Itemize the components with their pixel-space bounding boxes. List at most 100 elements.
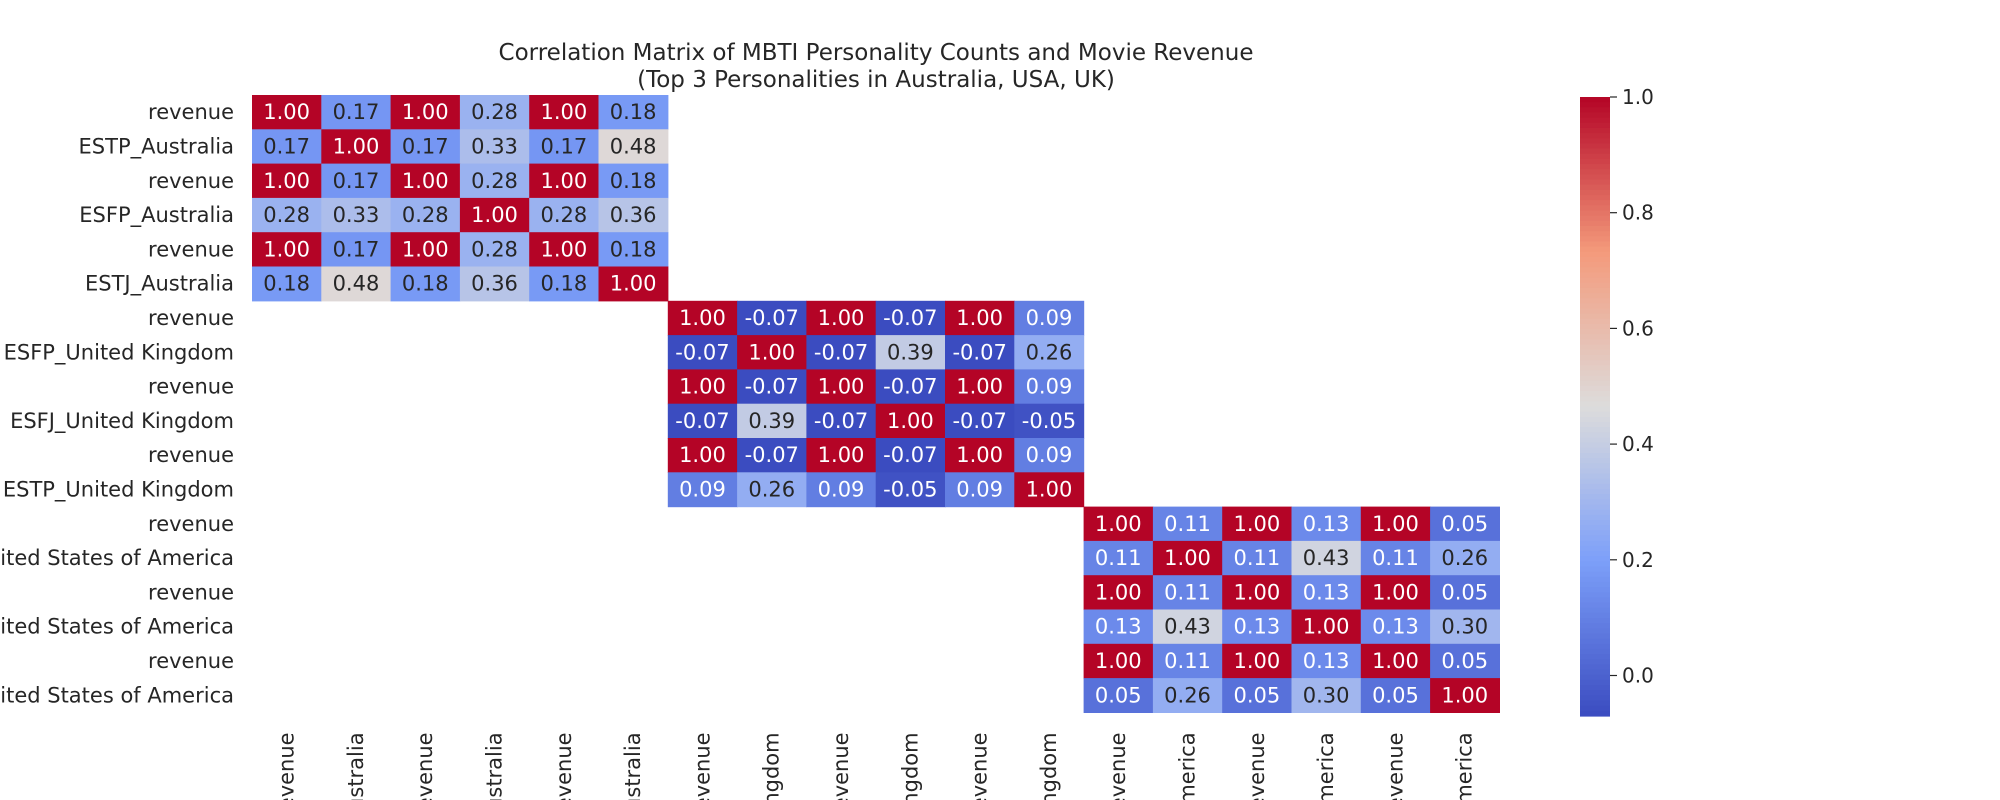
colorbar-tick-label: 0.2 — [1622, 548, 1654, 572]
colorbar-segment — [1580, 143, 1610, 150]
heatmap-cell — [806, 438, 877, 473]
heatmap-cell — [252, 197, 322, 233]
cell-value-label: 1.00 — [1303, 615, 1350, 639]
heatmap-cell — [598, 95, 669, 130]
heatmap-cell — [667, 335, 738, 370]
column-tick-label: evenue — [1245, 732, 1269, 800]
cell-value-label: 1.00 — [540, 100, 587, 124]
colorbar-segment — [1580, 210, 1610, 217]
colorbar-segment — [1580, 478, 1610, 485]
cell-value-label: 1.00 — [1095, 512, 1142, 536]
heatmap-cell — [1222, 678, 1293, 713]
colorbar-tick-label: 0.8 — [1622, 201, 1654, 225]
colorbar-segment — [1580, 648, 1610, 655]
heatmap-cell — [1291, 609, 1362, 645]
heatmap-cell — [459, 129, 530, 165]
heatmap-cell — [1430, 506, 1500, 542]
cell-value-label: 0.11 — [1372, 546, 1419, 570]
heatmap-cell — [875, 403, 946, 439]
heatmap-cell — [1360, 643, 1431, 679]
heatmap-cell — [1014, 472, 1085, 508]
cell-value-label: 1.00 — [818, 375, 865, 399]
colorbar-segment — [1580, 293, 1610, 299]
colorbar-segment — [1580, 231, 1610, 237]
cell-value-label: 0.26 — [1026, 340, 1073, 364]
colorbar-segment — [1580, 421, 1610, 428]
cell-value-label: -0.07 — [952, 340, 1006, 364]
cell-value-label: 0.09 — [1026, 375, 1073, 399]
colorbar-segment — [1580, 612, 1610, 619]
colorbar-segment — [1580, 298, 1610, 304]
colorbar-segment — [1580, 303, 1610, 310]
row-tick-label: nited States of America — [0, 546, 234, 570]
colorbar-segment — [1580, 344, 1610, 351]
row-tick-label: revenue — [148, 306, 234, 330]
cell-value-label: 1.00 — [679, 375, 726, 399]
cell-value-label: 0.11 — [1164, 512, 1211, 536]
column-tick-label: merica — [1314, 732, 1338, 800]
cell-value-label: 0.05 — [1233, 683, 1280, 707]
heatmap-cell — [459, 232, 530, 268]
cell-value-label: 1.00 — [610, 272, 657, 296]
cell-value-label: 0.05 — [1441, 649, 1488, 673]
colorbar-segment — [1580, 102, 1610, 108]
cell-value-label: 0.28 — [263, 203, 310, 227]
colorbar-segment — [1580, 246, 1610, 253]
colorbar-segment — [1580, 427, 1610, 433]
cell-value-label: -0.05 — [1022, 409, 1076, 433]
cell-value-label: 0.33 — [333, 203, 380, 227]
heatmap-cell — [598, 163, 669, 199]
colorbar-segment — [1580, 592, 1610, 598]
colorbar-segment — [1580, 267, 1610, 273]
colorbar-segment — [1580, 401, 1610, 408]
colorbar-segment — [1580, 153, 1610, 160]
colorbar-segment — [1580, 215, 1610, 222]
heatmap-cell — [321, 232, 392, 268]
cell-value-label: 0.48 — [333, 272, 380, 296]
cell-value-label: 0.48 — [610, 134, 657, 158]
cell-value-label: 0.28 — [471, 169, 518, 193]
colorbar-segment — [1580, 674, 1610, 681]
cell-value-label: 0.09 — [1026, 306, 1073, 330]
row-tick-label: ESTJ_Australia — [85, 272, 234, 297]
cell-value-label: 1.00 — [333, 134, 380, 158]
colorbar-segment — [1580, 138, 1610, 145]
colorbar-segment — [1580, 525, 1610, 531]
cell-value-label: 1.00 — [679, 443, 726, 467]
colorbar-segment — [1580, 659, 1610, 666]
colorbar-segment — [1580, 174, 1610, 181]
cell-value-label: 1.00 — [679, 306, 726, 330]
heatmap-cell — [1222, 609, 1293, 645]
colorbar-segment — [1580, 494, 1610, 500]
cell-value-label: 1.00 — [956, 443, 1003, 467]
heatmap-cell — [321, 266, 392, 302]
heatmap-cell — [945, 369, 1015, 405]
cell-value-label: 0.17 — [402, 134, 449, 158]
heatmap-cell — [667, 438, 738, 473]
colorbar-segment — [1580, 148, 1610, 155]
cell-value-label: 1.00 — [1372, 649, 1419, 673]
cell-value-label: 0.18 — [402, 272, 449, 296]
colorbar-segment — [1580, 617, 1610, 624]
heatmap-cell — [667, 369, 738, 405]
colorbar-segment — [1580, 710, 1610, 717]
heatmap-cells: 1.00 0.17 1.00 0.28 1.00 0.18 0.17 1.00 0.17 0.33… — [252, 95, 1500, 713]
colorbar-segment — [1580, 241, 1610, 248]
row-tick-label: ESFP_Australia — [79, 203, 234, 228]
cell-value-label: 0.05 — [1095, 683, 1142, 707]
cell-value-label: 0.13 — [1233, 615, 1280, 639]
column-tick-label: evenue — [275, 732, 299, 800]
heatmap-cell — [529, 266, 600, 302]
heatmap-cell — [875, 300, 946, 336]
heatmap-cell — [1152, 609, 1223, 645]
cell-value-label: 1.00 — [956, 306, 1003, 330]
heatmap-cell — [529, 129, 600, 165]
colorbar-segment — [1580, 287, 1610, 294]
heatmap-cell — [806, 403, 877, 439]
cell-value-label: 0.36 — [610, 203, 657, 227]
row-tick-label: revenue — [148, 375, 234, 399]
cell-value-label: 0.09 — [679, 477, 726, 501]
heatmap-cell — [390, 266, 461, 302]
heatmap-cell — [1360, 609, 1431, 645]
